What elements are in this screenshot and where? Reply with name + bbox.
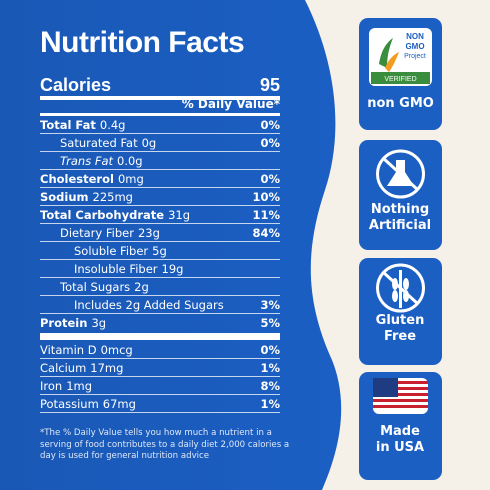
dv: 1% bbox=[260, 360, 280, 375]
wheat-icon bbox=[376, 263, 425, 313]
name: Vitamin D bbox=[40, 342, 97, 357]
divider bbox=[40, 113, 280, 116]
row: Iron 1mg 8% bbox=[40, 377, 280, 395]
name: Sodium bbox=[40, 189, 89, 204]
dv: 10% bbox=[252, 189, 280, 204]
row: Total Sugars 2g bbox=[40, 278, 280, 296]
row: Saturated Fat 0g 0% bbox=[40, 134, 280, 152]
badge-label: Gluten Free bbox=[375, 313, 425, 344]
logo-text: VERIFIED bbox=[384, 76, 416, 83]
daily-value-header: % Daily Value* bbox=[181, 97, 280, 111]
amount: 0mcg bbox=[100, 342, 133, 357]
row: Includes 2g Added Sugars 3% bbox=[40, 296, 280, 314]
amount: 0g bbox=[141, 135, 157, 150]
dv: 11% bbox=[252, 207, 280, 222]
name: Calcium bbox=[40, 360, 87, 375]
vitamin-rows: Vitamin D 0mcg 0% Calcium 17mg 1% Iron 1mg 8% … bbox=[40, 341, 280, 413]
row: Trans Fat 0.0g bbox=[40, 152, 280, 170]
name: Cholesterol bbox=[40, 171, 114, 186]
amount: 23g bbox=[137, 225, 160, 240]
badge: Nothing Artificial bbox=[359, 140, 442, 250]
name: Total Sugars bbox=[60, 279, 131, 294]
dv: 1% bbox=[260, 396, 280, 411]
calories-value: 95 bbox=[259, 75, 280, 95]
dv: 3% bbox=[260, 297, 280, 312]
row: Total Fat 0.4g 0% bbox=[40, 116, 280, 134]
amount: 5g bbox=[152, 243, 167, 258]
amount: 225mg bbox=[92, 189, 133, 204]
amount: 19g bbox=[161, 261, 184, 276]
badge: Gluten Free bbox=[359, 258, 442, 365]
nutrient-rows: Total Fat 0.4g 0% Saturated Fat 0g 0% Trans … bbox=[40, 116, 280, 331]
row: Vitamin D 0mcg 0% bbox=[40, 341, 280, 359]
calories-label: Calories bbox=[40, 75, 112, 95]
dv: 8% bbox=[260, 378, 280, 393]
row: Soluble Fiber 5g bbox=[40, 242, 280, 260]
blue-panel bbox=[0, 0, 342, 490]
row: Dietary Fiber 23g 84% bbox=[40, 224, 280, 242]
row: Calcium 17mg 1% bbox=[40, 359, 280, 377]
row: Total Carbohydrate 31g 11% bbox=[40, 206, 280, 224]
amount: 31g bbox=[168, 207, 191, 222]
row: Insoluble Fiber 19g bbox=[40, 260, 280, 278]
dv: 5% bbox=[260, 315, 280, 330]
row: Sodium 225mg 10% bbox=[40, 188, 280, 206]
name: Total Carbohydrate bbox=[40, 207, 165, 222]
badge: Made in USA bbox=[359, 372, 442, 480]
divider bbox=[40, 96, 280, 100]
amount: 0mg bbox=[117, 171, 144, 186]
flask-icon bbox=[376, 149, 425, 199]
badge-label: Made in USA bbox=[375, 424, 425, 455]
name: Saturated Fat bbox=[60, 135, 138, 150]
name: Potassium bbox=[40, 396, 99, 411]
amount: 0.4g bbox=[99, 117, 126, 132]
name: Iron bbox=[40, 378, 63, 393]
name: Protein bbox=[40, 315, 88, 330]
row: Protein 3g 5% bbox=[40, 314, 280, 331]
logo-text: NON bbox=[406, 32, 424, 41]
badge-label: non GMO bbox=[367, 96, 434, 111]
amount: 3g bbox=[91, 315, 107, 330]
dv: 0% bbox=[260, 117, 280, 132]
divider bbox=[40, 333, 280, 340]
name: Includes 2g Added Sugars bbox=[74, 297, 224, 312]
title: Nutrition Facts bbox=[40, 26, 245, 59]
amount: 1mg bbox=[66, 378, 93, 393]
badge: NON GMO Project VERIFIED non GMO bbox=[359, 18, 442, 130]
name: Trans Fat bbox=[60, 153, 114, 168]
badge-label: Nothing Artificial bbox=[368, 202, 432, 233]
dv: 84% bbox=[252, 225, 280, 240]
name: Total Fat bbox=[40, 117, 96, 132]
name: Soluble Fiber bbox=[74, 243, 149, 258]
row: Potassium 67mg 1% bbox=[40, 395, 280, 413]
non-gmo-logo: NON GMO Project VERIFIED bbox=[369, 28, 432, 86]
footnote: *The % Daily Value tells you how much a … bbox=[40, 428, 290, 461]
amount: 0.0g bbox=[117, 153, 143, 168]
calories: Calories 95 bbox=[40, 75, 280, 96]
dv: 0% bbox=[260, 171, 280, 186]
amount: 2g bbox=[134, 279, 149, 294]
logo-text: GMO bbox=[405, 42, 424, 51]
logo-text: Project bbox=[404, 53, 426, 60]
name: Dietary Fiber bbox=[60, 225, 134, 240]
dv: 0% bbox=[260, 342, 280, 357]
flag-icon bbox=[373, 378, 428, 414]
row: Cholesterol 0mg 0% bbox=[40, 170, 280, 188]
name: Insoluble Fiber bbox=[74, 261, 158, 276]
amount: 17mg bbox=[90, 360, 124, 375]
dv: 0% bbox=[260, 135, 280, 150]
amount: 67mg bbox=[102, 396, 136, 411]
